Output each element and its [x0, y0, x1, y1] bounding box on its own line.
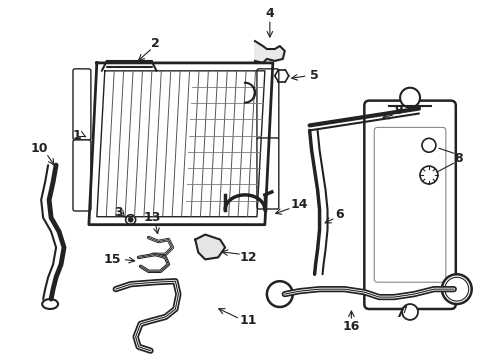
FancyBboxPatch shape [257, 138, 279, 209]
Text: 9: 9 [395, 104, 403, 117]
Circle shape [400, 88, 420, 108]
Text: 5: 5 [310, 69, 319, 82]
Text: 10: 10 [30, 142, 48, 155]
Text: 12: 12 [239, 251, 257, 264]
Text: 11: 11 [239, 314, 257, 327]
Text: 1: 1 [73, 129, 81, 142]
Text: 7: 7 [395, 307, 403, 320]
FancyBboxPatch shape [374, 127, 446, 282]
Circle shape [442, 274, 472, 304]
Circle shape [445, 277, 469, 301]
Text: 14: 14 [291, 198, 308, 211]
Polygon shape [255, 41, 285, 63]
FancyBboxPatch shape [73, 140, 91, 211]
Text: 8: 8 [454, 152, 463, 165]
Ellipse shape [42, 299, 58, 309]
FancyBboxPatch shape [365, 100, 456, 309]
Circle shape [402, 304, 418, 320]
Text: 15: 15 [104, 253, 122, 266]
Circle shape [267, 281, 293, 307]
FancyBboxPatch shape [257, 69, 279, 140]
Circle shape [125, 215, 136, 225]
Text: 13: 13 [144, 211, 161, 224]
Text: 4: 4 [266, 7, 274, 20]
Polygon shape [196, 235, 225, 260]
Text: 6: 6 [335, 208, 344, 221]
Circle shape [128, 217, 133, 222]
Circle shape [420, 166, 438, 184]
Text: 16: 16 [343, 320, 360, 333]
Circle shape [422, 138, 436, 152]
FancyBboxPatch shape [73, 69, 91, 140]
Text: 2: 2 [151, 37, 160, 50]
Text: 3: 3 [114, 206, 123, 219]
Circle shape [449, 281, 465, 297]
